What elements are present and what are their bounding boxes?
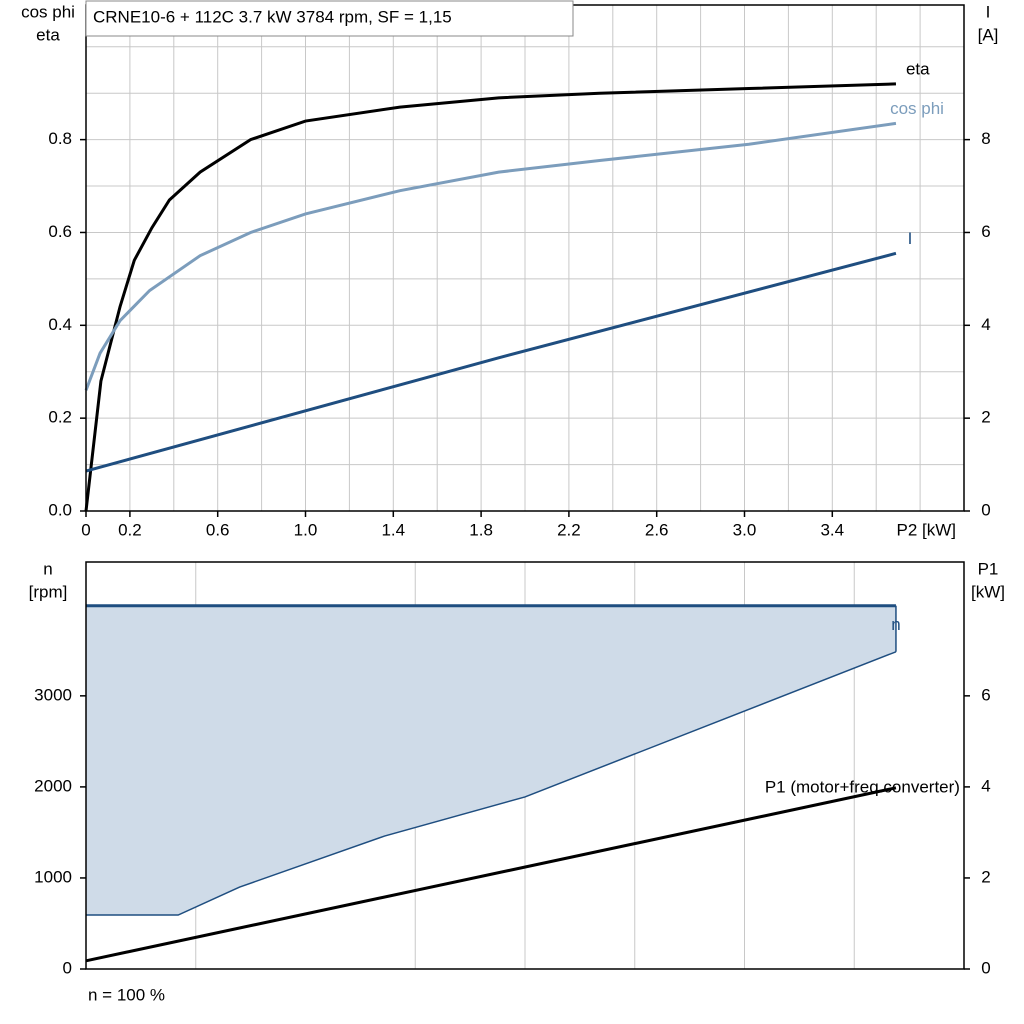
y2-axis-label: P1 [978, 559, 999, 578]
y2-tick-label: 0 [981, 958, 990, 977]
x-tick-label: 1.4 [381, 520, 405, 539]
series-line [85, 251, 897, 473]
x-tick-label: 3.0 [733, 520, 757, 539]
y-tick-label: 0.4 [48, 315, 72, 334]
y2-axis-label: [kW] [971, 582, 1005, 601]
y2-tick-label: 2 [981, 867, 990, 886]
x-tick-label: 1.0 [294, 520, 318, 539]
x-tick-label: 0 [81, 520, 90, 539]
series-line [84, 121, 897, 391]
x-tick-label: 2.6 [645, 520, 669, 539]
series-label: n [891, 615, 900, 634]
series-line [85, 786, 897, 963]
y2-tick-label: 8 [981, 129, 990, 148]
series-label: I [908, 229, 913, 248]
y-tick-label: 0.8 [48, 129, 72, 148]
x-tick-label: 1.8 [469, 520, 493, 539]
y2-tick-label: 6 [981, 685, 990, 704]
y2-tick-label: 2 [981, 408, 990, 427]
y-axis-label: eta [36, 25, 60, 44]
y-tick-label: 0.6 [48, 222, 72, 241]
y-axis-label: n [43, 559, 52, 578]
x-tick-label: 0.2 [118, 520, 142, 539]
series-label: P1 (motor+freq.converter) [765, 777, 960, 796]
x-tick-label: 2.2 [557, 520, 581, 539]
y-tick-label: 3000 [34, 685, 72, 704]
y2-tick-label: 4 [981, 315, 990, 334]
note: n = 100 % [88, 985, 165, 1004]
y-tick-label: 2000 [34, 776, 72, 795]
y-axis-label: [rpm] [29, 582, 68, 601]
y2-tick-label: 4 [981, 776, 990, 795]
y-axis-label: cos phi [21, 2, 75, 21]
title-box [85, 0, 574, 37]
series-label: eta [906, 59, 930, 78]
y-tick-label: 0 [63, 958, 72, 977]
y-tick-label: 1000 [34, 867, 72, 886]
chart-title: CRNE10-6 + 112C 3.7 kW 3784 rpm, SF = 1,… [93, 7, 452, 26]
series-line [84, 82, 897, 512]
area-band [86, 605, 896, 916]
plot-frame [85, 561, 965, 970]
y2-tick-label: 6 [981, 222, 990, 241]
area-lower-line [86, 651, 897, 916]
y-tick-label: 0.2 [48, 408, 72, 427]
series-label: cos phi [890, 99, 944, 118]
y2-axis-label: [A] [978, 25, 999, 44]
y2-tick-label: 0 [981, 500, 990, 519]
x-tick-label: 3.4 [820, 520, 844, 539]
x-tick-label: 0.6 [206, 520, 230, 539]
x-axis-label: P2 [kW] [896, 520, 956, 539]
y-tick-label: 0.0 [48, 500, 72, 519]
y2-axis-label: I [986, 2, 991, 21]
